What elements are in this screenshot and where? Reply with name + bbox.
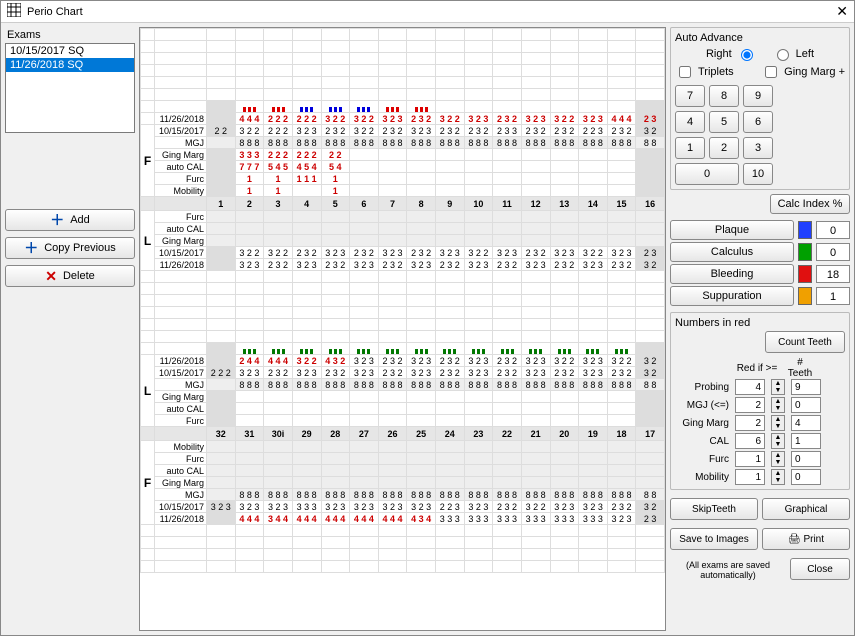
redif-teeth: 0: [791, 397, 821, 413]
stepper[interactable]: ▲▼: [771, 379, 785, 395]
calculus-color: [798, 243, 812, 261]
add-label: Add: [70, 214, 90, 226]
redif-thresh[interactable]: 6: [735, 433, 765, 449]
triplets-check[interactable]: [679, 66, 691, 78]
gingmarg-check[interactable]: [765, 66, 777, 78]
left-radio[interactable]: [777, 49, 789, 61]
calc-index-button[interactable]: Calc Index %: [770, 194, 850, 214]
titlebar: Perio Chart ✕: [1, 1, 854, 23]
stepper[interactable]: ▲▼: [771, 397, 785, 413]
plaque-button[interactable]: Plaque: [670, 220, 794, 240]
keypad-4[interactable]: 4: [675, 111, 705, 133]
stepper[interactable]: ▲▼: [771, 469, 785, 485]
redif-thresh[interactable]: 2: [735, 397, 765, 413]
bleeding-value: 18: [816, 265, 850, 283]
copy-prev-label: Copy Previous: [44, 242, 116, 254]
exam-item[interactable]: 10/15/2017 SQ: [6, 44, 134, 58]
suppuration-button[interactable]: Suppuration: [670, 286, 794, 306]
redif-col1: Red if >=: [735, 363, 779, 374]
delete-label: Delete: [63, 270, 95, 282]
auto-advance-title: Auto Advance: [675, 32, 845, 44]
keypad-2[interactable]: 2: [709, 137, 739, 159]
exams-label: Exams: [7, 29, 135, 41]
right-label: Right: [706, 48, 732, 60]
autosave-note: (All exams are saved automatically): [670, 560, 786, 580]
suppuration-color: [798, 287, 812, 305]
print-icon: 🖨: [788, 534, 801, 545]
keypad-8[interactable]: 8: [709, 85, 739, 107]
close-icon[interactable]: ✕: [836, 3, 848, 20]
chart-area: 11/26/20184 4 42 2 22 2 23 2 23 2 23 2 3…: [139, 27, 666, 631]
redif-teeth: 9: [791, 379, 821, 395]
skip-teeth-button[interactable]: SkipTeeth: [670, 498, 758, 520]
auto-advance-group: Auto Advance Right Left Triplets Ging Ma…: [670, 27, 850, 190]
bleeding-button[interactable]: Bleeding: [670, 264, 794, 284]
redif-teeth: 1: [791, 433, 821, 449]
keypad: 789 456 123010: [675, 85, 845, 185]
graphical-button[interactable]: Graphical: [762, 498, 850, 520]
bleeding-color: [798, 265, 812, 283]
redif-teeth: 4: [791, 415, 821, 431]
right-radio[interactable]: [741, 49, 753, 61]
perio-chart-window: Perio Chart ✕ Exams 10/15/2017 SQ11/26/2…: [0, 0, 855, 636]
delete-button[interactable]: ✕Delete: [5, 265, 135, 287]
calculus-value: 0: [816, 243, 850, 261]
redif-thresh[interactable]: 4: [735, 379, 765, 395]
redif-teeth: 0: [791, 469, 821, 485]
keypad-7[interactable]: 7: [675, 85, 705, 107]
left-label: Left: [796, 48, 814, 60]
suppuration-value: 1: [816, 287, 850, 305]
print-button[interactable]: 🖨 Print: [762, 528, 850, 550]
close-button[interactable]: Close: [790, 558, 850, 580]
app-icon: [7, 3, 21, 20]
redif-teeth: 0: [791, 451, 821, 467]
stepper[interactable]: ▲▼: [771, 451, 785, 467]
exam-item[interactable]: 11/26/2018 SQ: [6, 58, 134, 72]
exams-list[interactable]: 10/15/2017 SQ11/26/2018 SQ: [5, 43, 135, 133]
redif-thresh[interactable]: 2: [735, 415, 765, 431]
plaque-color: [798, 221, 812, 239]
stepper[interactable]: ▲▼: [771, 415, 785, 431]
count-teeth-button[interactable]: Count Teeth: [765, 331, 845, 353]
print-label: Print: [803, 534, 824, 545]
keypad-6[interactable]: 6: [743, 111, 773, 133]
numbers-in-red-group: Numbers in red Count Teeth Red if >= # T…: [670, 312, 850, 490]
redif-thresh[interactable]: 1: [735, 469, 765, 485]
keypad-10[interactable]: 10: [743, 163, 773, 185]
numbers-in-red-title: Numbers in red: [675, 317, 845, 329]
stepper[interactable]: ▲▼: [771, 433, 785, 449]
gingmarg-label: Ging Marg +: [784, 66, 845, 78]
redif-thresh[interactable]: 1: [735, 451, 765, 467]
triplets-label: Triplets: [698, 66, 734, 78]
calculus-button[interactable]: Calculus: [670, 242, 794, 262]
keypad-9[interactable]: 9: [743, 85, 773, 107]
redif-col2: # Teeth: [785, 357, 815, 379]
add-button[interactable]: ＋Add: [5, 209, 135, 231]
keypad-1[interactable]: 1: [675, 137, 705, 159]
left-column: Exams 10/15/2017 SQ11/26/2018 SQ ＋Add ＋C…: [5, 27, 135, 631]
window-title: Perio Chart: [27, 6, 836, 18]
save-images-button[interactable]: Save to Images: [670, 528, 758, 550]
keypad-0[interactable]: 0: [675, 163, 739, 185]
keypad-5[interactable]: 5: [709, 111, 739, 133]
right-column: Auto Advance Right Left Triplets Ging Ma…: [670, 27, 850, 631]
copy-previous-button[interactable]: ＋Copy Previous: [5, 237, 135, 259]
keypad-3[interactable]: 3: [743, 137, 773, 159]
plaque-value: 0: [816, 221, 850, 239]
